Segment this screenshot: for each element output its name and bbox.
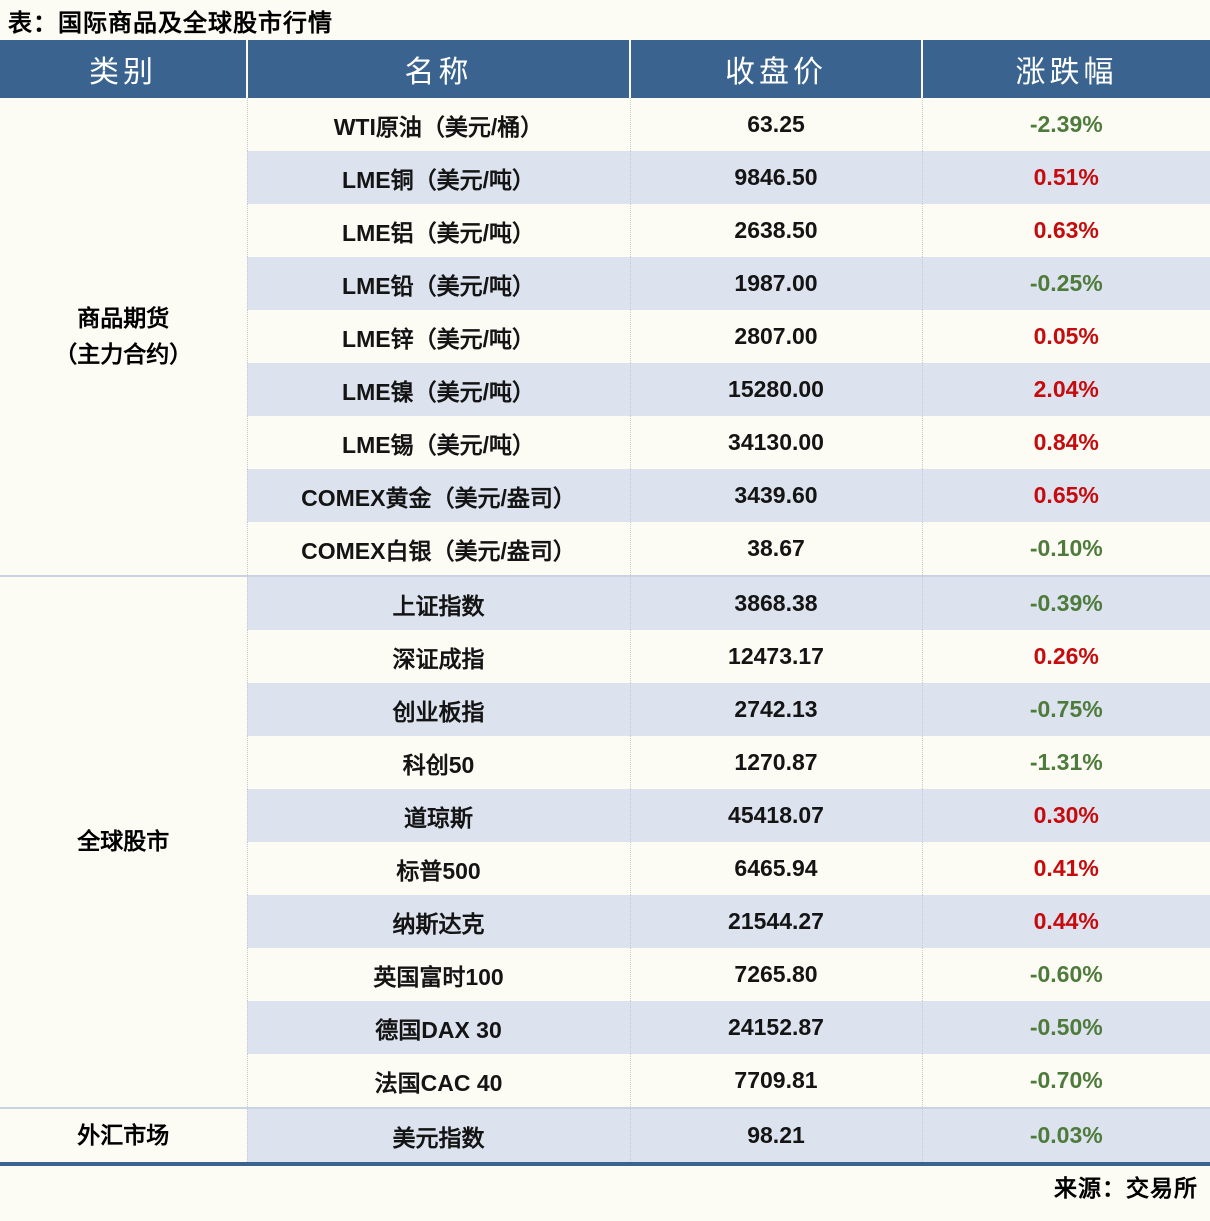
close-cell: 7709.81 [629, 1054, 922, 1108]
table-row: LME锌（美元/吨） 2807.00 0.05% [0, 310, 1210, 363]
table-row: 英国富时100 7265.80 -0.60% [0, 948, 1210, 1001]
table-row: LME锡（美元/吨） 34130.00 0.84% [0, 416, 1210, 469]
change-cell: 0.05% [921, 310, 1210, 363]
header-row: 类别 名称 收盘价 涨跌幅 [0, 40, 1210, 98]
close-cell: 21544.27 [629, 895, 922, 948]
close-cell: 98.21 [629, 1107, 922, 1164]
change-cell: 0.84% [921, 416, 1210, 469]
change-cell: -0.25% [921, 257, 1210, 310]
change-cell: 0.41% [921, 842, 1210, 895]
change-cell: 0.51% [921, 151, 1210, 204]
table-row: 纳斯达克 21544.27 0.44% [0, 895, 1210, 948]
table-header: 类别 名称 收盘价 涨跌幅 [0, 40, 1210, 98]
change-cell: 0.65% [921, 469, 1210, 522]
table-row: LME铜（美元/吨） 9846.50 0.51% [0, 151, 1210, 204]
change-cell: 0.44% [921, 895, 1210, 948]
change-cell: -1.31% [921, 736, 1210, 789]
close-cell: 6465.94 [629, 842, 922, 895]
close-cell: 7265.80 [629, 948, 922, 1001]
table-row: 创业板指 2742.13 -0.75% [0, 683, 1210, 736]
close-cell: 34130.00 [629, 416, 922, 469]
table-row: 标普500 6465.94 0.41% [0, 842, 1210, 895]
change-cell: -0.60% [921, 948, 1210, 1001]
col-header-category: 类别 [0, 40, 247, 98]
table-row: COMEX白银（美元/盎司） 38.67 -0.10% [0, 522, 1210, 576]
close-cell: 2807.00 [629, 310, 922, 363]
table-row: 全球股市 上证指数 3868.38 -0.39% [0, 575, 1210, 1108]
name-cell: 深证成指 [246, 630, 630, 683]
change-cell: -0.39% [921, 575, 1210, 630]
name-cell: COMEX白银（美元/盎司） [246, 522, 630, 576]
table-row: 深证成指 12473.17 0.26% [0, 630, 1210, 683]
table-row: 商品期货 （主力合约） WTI原油（美元/桶） 63.25 -2.39% [0, 98, 1210, 367]
name-cell: COMEX黄金（美元/盎司） [246, 469, 630, 522]
close-cell: 3439.60 [629, 469, 922, 522]
change-cell: 0.30% [921, 789, 1210, 842]
name-cell: LME铅（美元/吨） [246, 257, 630, 310]
name-cell: 法国CAC 40 [246, 1054, 630, 1108]
footer-bar: 来源：交易所 [0, 1166, 1210, 1205]
change-cell: -0.10% [921, 522, 1210, 576]
close-cell: 3868.38 [629, 575, 922, 630]
close-cell: 12473.17 [629, 630, 922, 683]
table-row: 外汇市场 美元指数 98.21 -0.03% [0, 1107, 1210, 1164]
name-cell: 纳斯达克 [246, 895, 630, 948]
close-cell: 2638.50 [629, 204, 922, 257]
name-cell: 标普500 [246, 842, 630, 895]
table-row: LME铝（美元/吨） 2638.50 0.63% [0, 204, 1210, 257]
name-cell: LME铝（美元/吨） [246, 204, 630, 257]
title-bar: 表：国际商品及全球股市行情 [0, 0, 1210, 40]
change-cell: -2.39% [921, 98, 1210, 151]
close-cell: 2742.13 [629, 683, 922, 736]
name-cell: 德国DAX 30 [246, 1001, 630, 1054]
table-row: LME铅（美元/吨） 1987.00 -0.25% [0, 257, 1210, 310]
category-cell: 商品期货 （主力合约） [54, 304, 193, 367]
category-cell: 全球股市 [0, 575, 247, 1108]
close-cell: 9846.50 [629, 151, 922, 204]
name-cell: LME铜（美元/吨） [246, 151, 630, 204]
col-header-change: 涨跌幅 [921, 40, 1210, 98]
name-cell: 创业板指 [246, 683, 630, 736]
col-header-name: 名称 [246, 40, 630, 98]
close-cell: 1987.00 [629, 257, 922, 310]
table-row: 德国DAX 30 24152.87 -0.50% [0, 1001, 1210, 1054]
close-cell: 45418.07 [629, 789, 922, 842]
name-cell: LME锌（美元/吨） [246, 310, 630, 363]
page-title: 表：国际商品及全球股市行情 [8, 9, 333, 37]
name-cell: LME锡（美元/吨） [246, 416, 630, 469]
table-row: COMEX黄金（美元/盎司） 3439.60 0.65% [0, 469, 1210, 522]
name-cell: 上证指数 [246, 575, 630, 630]
close-cell: 24152.87 [629, 1001, 922, 1054]
table-row: LME镍（美元/吨） 15280.00 2.04% [0, 363, 1210, 416]
change-cell: 2.04% [921, 363, 1210, 416]
name-cell: LME镍（美元/吨） [246, 363, 630, 416]
name-cell: 美元指数 [246, 1107, 630, 1164]
close-cell: 15280.00 [629, 363, 922, 416]
close-cell: 63.25 [629, 98, 922, 151]
change-cell: -0.70% [921, 1054, 1210, 1108]
close-cell: 38.67 [629, 522, 922, 576]
change-cell: -0.03% [921, 1107, 1210, 1164]
name-cell: 科创50 [246, 736, 630, 789]
change-cell: -0.50% [921, 1001, 1210, 1054]
table-row: 道琼斯 45418.07 0.30% [0, 789, 1210, 842]
source-note: 来源：交易所 [1054, 1174, 1198, 1201]
close-cell: 1270.87 [629, 736, 922, 789]
name-cell: 英国富时100 [246, 948, 630, 1001]
market-table-body: 商品期货 （主力合约） WTI原油（美元/桶） 63.25 -2.39% LME铜（美元… [0, 98, 1210, 1164]
category-cell: 外汇市场 [0, 1107, 247, 1164]
change-cell: -0.75% [921, 683, 1210, 736]
change-cell: 0.26% [921, 630, 1210, 683]
market-table: 类别 名称 收盘价 涨跌幅 商品期货 （主力合约） WTI原油（美元/桶） 63.2… [0, 40, 1210, 1166]
table-row: 法国CAC 40 7709.81 -0.70% [0, 1054, 1210, 1108]
table-row: 科创50 1270.87 -1.31% [0, 736, 1210, 789]
name-cell: WTI原油（美元/桶） [246, 98, 630, 151]
col-header-close: 收盘价 [629, 40, 922, 98]
name-cell: 道琼斯 [246, 789, 630, 842]
change-cell: 0.63% [921, 204, 1210, 257]
